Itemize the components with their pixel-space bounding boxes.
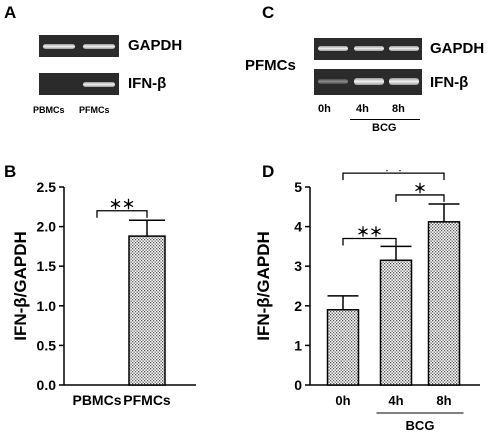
band-a-gapdh-pbmcs [43, 44, 75, 49]
panel-letter-b: B [4, 162, 17, 181]
band-c-gapdh-4h [354, 46, 384, 51]
x-tick-label-b: PFMCs [123, 392, 171, 408]
bar-d-0 [326, 309, 360, 386]
y-tick-label-b: 0.5 [37, 337, 57, 353]
bar-b-1 [128, 235, 166, 386]
y-axis-label-d: IFN-β/GAPDH [254, 231, 273, 341]
bcg-bracket-c [350, 119, 420, 120]
significance-bracket-b [96, 210, 148, 218]
x-tick-label-d: 8h [436, 393, 451, 408]
y-tick-label-b: 0.0 [37, 377, 57, 393]
treatment-label-c: BCG [372, 122, 397, 134]
panel-letter-a: A [4, 3, 17, 22]
sample-label-c: PFMCs [245, 57, 296, 74]
panel-letter-d: D [262, 162, 275, 181]
gel-c-gapdh [314, 38, 422, 60]
gel-c-ifnb [314, 69, 422, 95]
lane-label-a-pfmcs: PFMCs [79, 105, 110, 115]
band-c-ifnb-0h [318, 79, 348, 84]
bar-d-2 [427, 221, 461, 386]
y-tick-label-b: 2.5 [37, 179, 57, 195]
y-tick-label-b: 1.5 [37, 258, 57, 274]
significance-label-d: ＊ [413, 181, 426, 196]
y-tick-label-d: 0 [294, 377, 302, 393]
y-tick-label-d: 1 [294, 337, 302, 353]
x-tick-label-d: 0h [335, 393, 350, 408]
gene-label-a-gapdh: GAPDH [128, 37, 183, 54]
bar-d-1 [379, 259, 413, 386]
band-c-gapdh-8h [389, 46, 419, 51]
x-tick-label-d: 4h [388, 393, 403, 408]
gene-label-a-ifnb: IFN-β [128, 75, 167, 92]
gene-label-c-gapdh: GAPDH [430, 40, 485, 57]
band-c-ifnb-4h [354, 78, 384, 85]
y-tick-label-d: 2 [294, 298, 302, 314]
band-c-ifnb-8h [389, 78, 419, 85]
gene-label-c-ifnb: IFN-β [430, 74, 469, 91]
chart-b: 0.0 0.5 1.0 1.5 2.0 2.5 IFN-β/GAPDH PBMCs PFMCs ＊… [11, 179, 196, 408]
significance-label-b: ＊＊ [109, 197, 135, 212]
y-tick-label-b: 1.0 [37, 298, 57, 314]
y-tick-label-d: 5 [294, 179, 302, 195]
group-label-d: BCG [406, 418, 435, 433]
lane-label-c-0h: 0h [318, 103, 331, 115]
significance-bracket-d [395, 194, 445, 202]
significance-label-d: ＊＊ [380, 170, 406, 174]
x-tick-label-b: PBMCs [72, 392, 121, 408]
gel-a-gapdh [39, 35, 119, 57]
lane-label-c-4h: 4h [356, 103, 369, 115]
significance-label-d: ＊＊ [356, 224, 382, 239]
panel-letter-c: C [262, 3, 275, 22]
y-tick-label-d: 4 [294, 219, 302, 235]
y-tick-label-d: 3 [294, 258, 302, 274]
y-tick-label-b: 2.0 [37, 219, 57, 235]
gel-a-ifnb [39, 73, 119, 95]
significance-bracket-d [342, 237, 397, 246]
y-axis-label-b: IFN-β/GAPDH [11, 231, 30, 341]
band-a-ifnb-pfmcs [83, 82, 115, 87]
band-a-gapdh-pfmcs [83, 44, 115, 49]
band-c-gapdh-0h [318, 46, 348, 51]
lane-label-a-pbmcs: PBMCs [33, 105, 65, 115]
significance-bracket-d [342, 172, 445, 181]
lane-label-c-8h: 8h [392, 103, 405, 115]
